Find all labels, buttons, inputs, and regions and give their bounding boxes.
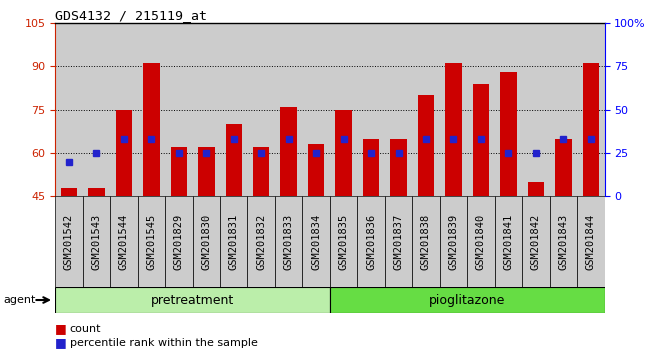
Text: GSM201839: GSM201839 [448,213,458,270]
Bar [116,110,132,196]
Bar [467,23,495,196]
Bar [358,23,385,196]
Bar [495,23,522,196]
Text: GSM201832: GSM201832 [256,213,266,270]
Bar [445,63,462,196]
Bar [253,147,270,196]
Bar [335,110,352,196]
Bar [577,23,605,196]
Text: GSM201834: GSM201834 [311,213,321,270]
FancyBboxPatch shape [55,196,83,287]
Text: GSM201841: GSM201841 [503,213,514,270]
Text: count: count [70,324,101,333]
Bar [192,23,220,196]
Text: GSM201837: GSM201837 [393,213,404,270]
Bar [88,188,105,196]
FancyBboxPatch shape [412,196,439,287]
Bar [111,23,138,196]
Bar [165,23,192,196]
Bar [528,182,544,196]
Bar [500,72,517,196]
Bar [226,124,242,196]
FancyBboxPatch shape [275,196,302,287]
Bar [308,144,324,196]
FancyBboxPatch shape [439,196,467,287]
FancyBboxPatch shape [550,196,577,287]
Text: GSM201545: GSM201545 [146,213,157,270]
FancyBboxPatch shape [83,196,110,287]
Text: GSM201544: GSM201544 [119,213,129,270]
Bar [550,23,577,196]
Text: ■: ■ [55,336,67,349]
Bar [83,23,110,196]
Text: GSM201838: GSM201838 [421,213,431,270]
Text: GSM201843: GSM201843 [558,213,568,270]
Text: GSM201542: GSM201542 [64,213,74,270]
Text: GSM201830: GSM201830 [202,213,211,270]
Text: GSM201836: GSM201836 [366,213,376,270]
Bar [363,139,380,196]
Bar [582,63,599,196]
Text: GSM201829: GSM201829 [174,213,184,270]
Bar [138,23,165,196]
Bar [55,23,83,196]
Bar [555,139,571,196]
Text: GSM201831: GSM201831 [229,213,239,270]
Text: GSM201844: GSM201844 [586,213,596,270]
FancyBboxPatch shape [111,196,138,287]
FancyBboxPatch shape [220,196,248,287]
FancyBboxPatch shape [165,196,192,287]
Bar [330,23,358,196]
Text: GSM201840: GSM201840 [476,213,486,270]
FancyBboxPatch shape [385,196,412,287]
FancyBboxPatch shape [577,196,605,287]
Bar [390,139,407,196]
Bar [170,147,187,196]
Bar [220,23,248,196]
Bar [248,23,275,196]
FancyBboxPatch shape [55,287,330,313]
FancyBboxPatch shape [358,196,385,287]
Bar [280,107,297,196]
Bar [275,23,302,196]
Bar [439,23,467,196]
Bar [302,23,330,196]
Text: GSM201543: GSM201543 [92,213,101,270]
FancyBboxPatch shape [248,196,275,287]
Text: GDS4132 / 215119_at: GDS4132 / 215119_at [55,9,207,22]
Text: pioglitazone: pioglitazone [429,293,506,307]
Text: GSM201842: GSM201842 [531,213,541,270]
Bar [60,188,77,196]
Bar [412,23,439,196]
Text: GSM201835: GSM201835 [339,213,348,270]
FancyBboxPatch shape [330,196,358,287]
Bar [385,23,412,196]
FancyBboxPatch shape [192,196,220,287]
Bar [198,147,214,196]
Text: percentile rank within the sample: percentile rank within the sample [70,338,257,348]
Bar [143,63,160,196]
FancyBboxPatch shape [467,196,495,287]
Text: ■: ■ [55,322,67,335]
FancyBboxPatch shape [330,287,604,313]
Bar [418,95,434,196]
FancyBboxPatch shape [138,196,165,287]
Bar [522,23,550,196]
FancyBboxPatch shape [522,196,550,287]
Text: agent: agent [3,295,36,305]
FancyBboxPatch shape [302,196,330,287]
Text: pretreatment: pretreatment [151,293,234,307]
Text: GSM201833: GSM201833 [283,213,294,270]
Bar [473,84,489,196]
FancyBboxPatch shape [495,196,522,287]
